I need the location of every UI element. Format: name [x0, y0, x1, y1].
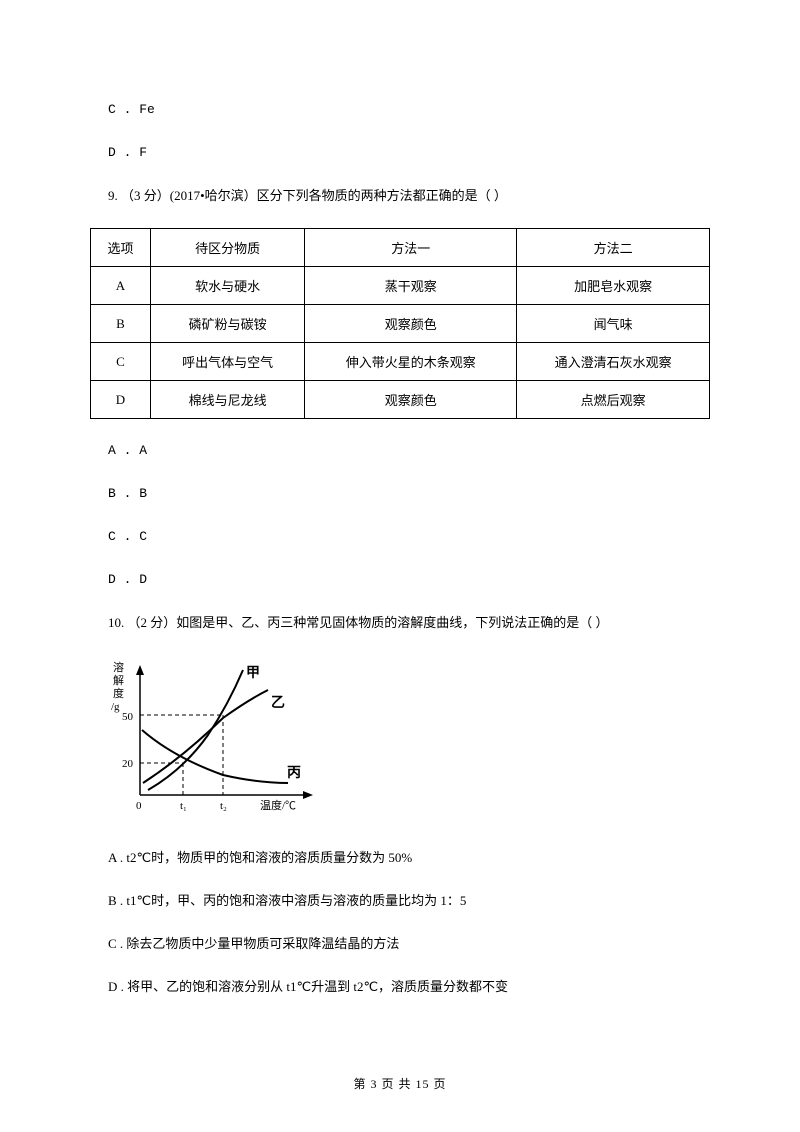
y-label-1: 溶	[113, 660, 124, 674]
table-row: C 呼出气体与空气 伸入带火星的木条观察 通入澄清石灰水观察	[91, 343, 710, 381]
cell: 加肥皂水观察	[517, 267, 710, 305]
answer-c: C . C	[90, 527, 710, 548]
q10-option-d: D . 将甲、乙的饱和溶液分别从 t1℃升温到 t2℃，溶质质量分数都不变	[90, 977, 710, 998]
answer-a: A . A	[90, 441, 710, 462]
curve-jia	[148, 670, 243, 790]
label-jia: 甲	[246, 665, 260, 681]
x-tick-t1: t₁	[180, 800, 187, 812]
question-9: 9. （3 分）(2017•哈尔滨）区分下列各物质的两种方法都正确的是（ ）	[90, 186, 710, 207]
solubility-chart: 溶 解 度 /g 50 20 甲 乙 丙	[90, 655, 710, 820]
cell: D	[91, 381, 151, 419]
cell: 呼出气体与空气	[151, 343, 305, 381]
label-bing: 丙	[287, 765, 301, 781]
q10-option-a: A . t2℃时，物质甲的饱和溶液的溶质质量分数为 50%	[90, 848, 710, 869]
th-substance: 待区分物质	[151, 229, 305, 267]
chart-svg: 溶 解 度 /g 50 20 甲 乙 丙	[108, 655, 318, 820]
cell: 磷矿粉与碳铵	[151, 305, 305, 343]
cell: 伸入带火星的木条观察	[305, 343, 517, 381]
cell: 闻气味	[517, 305, 710, 343]
table-row: D 棉线与尼龙线 观察颜色 点燃后观察	[91, 381, 710, 419]
y-label-3: 度	[113, 686, 124, 700]
th-method2: 方法二	[517, 229, 710, 267]
table-row: B 磷矿粉与碳铵 观察颜色 闻气味	[91, 305, 710, 343]
y-tick-20: 20	[122, 758, 134, 770]
y-unit: /g	[111, 701, 120, 713]
x-tick-t2: t₂	[220, 800, 227, 812]
cell: 软水与硬水	[151, 267, 305, 305]
th-method1: 方法一	[305, 229, 517, 267]
y-label-2: 解	[113, 673, 124, 687]
q10-option-c: C . 除去乙物质中少量甲物质可采取降温结晶的方法	[90, 934, 710, 955]
question-10: 10. （2 分）如图是甲、乙、丙三种常见固体物质的溶解度曲线，下列说法正确的是…	[90, 613, 710, 634]
cell: 棉线与尼龙线	[151, 381, 305, 419]
option-c-fe: C . Fe	[90, 100, 710, 121]
x-axis-label: 温度/℃	[260, 798, 296, 812]
cell: C	[91, 343, 151, 381]
cell: B	[91, 305, 151, 343]
y-arrow-icon	[136, 665, 144, 675]
cell: 点燃后观察	[517, 381, 710, 419]
x-arrow-icon	[303, 791, 313, 799]
cell: 观察颜色	[305, 381, 517, 419]
option-d-f: D . F	[90, 143, 710, 164]
cell: 观察颜色	[305, 305, 517, 343]
label-yi: 乙	[271, 695, 285, 711]
th-option: 选项	[91, 229, 151, 267]
answer-b: B . B	[90, 484, 710, 505]
answer-d: D . D	[90, 570, 710, 591]
cell: 蒸干观察	[305, 267, 517, 305]
q10-option-b: B . t1℃时，甲、丙的饱和溶液中溶质与溶液的质量比均为 1：5	[90, 891, 710, 912]
page-footer: 第 3 页 共 15 页	[0, 1075, 800, 1092]
methods-table: 选项 待区分物质 方法一 方法二 A 软水与硬水 蒸干观察 加肥皂水观察 B 磷…	[90, 228, 710, 419]
x-tick-0: 0	[136, 800, 142, 812]
table-header-row: 选项 待区分物质 方法一 方法二	[91, 229, 710, 267]
table-row: A 软水与硬水 蒸干观察 加肥皂水观察	[91, 267, 710, 305]
y-tick-50: 50	[122, 711, 134, 723]
cell: A	[91, 267, 151, 305]
curve-bing	[142, 730, 288, 783]
cell: 通入澄清石灰水观察	[517, 343, 710, 381]
